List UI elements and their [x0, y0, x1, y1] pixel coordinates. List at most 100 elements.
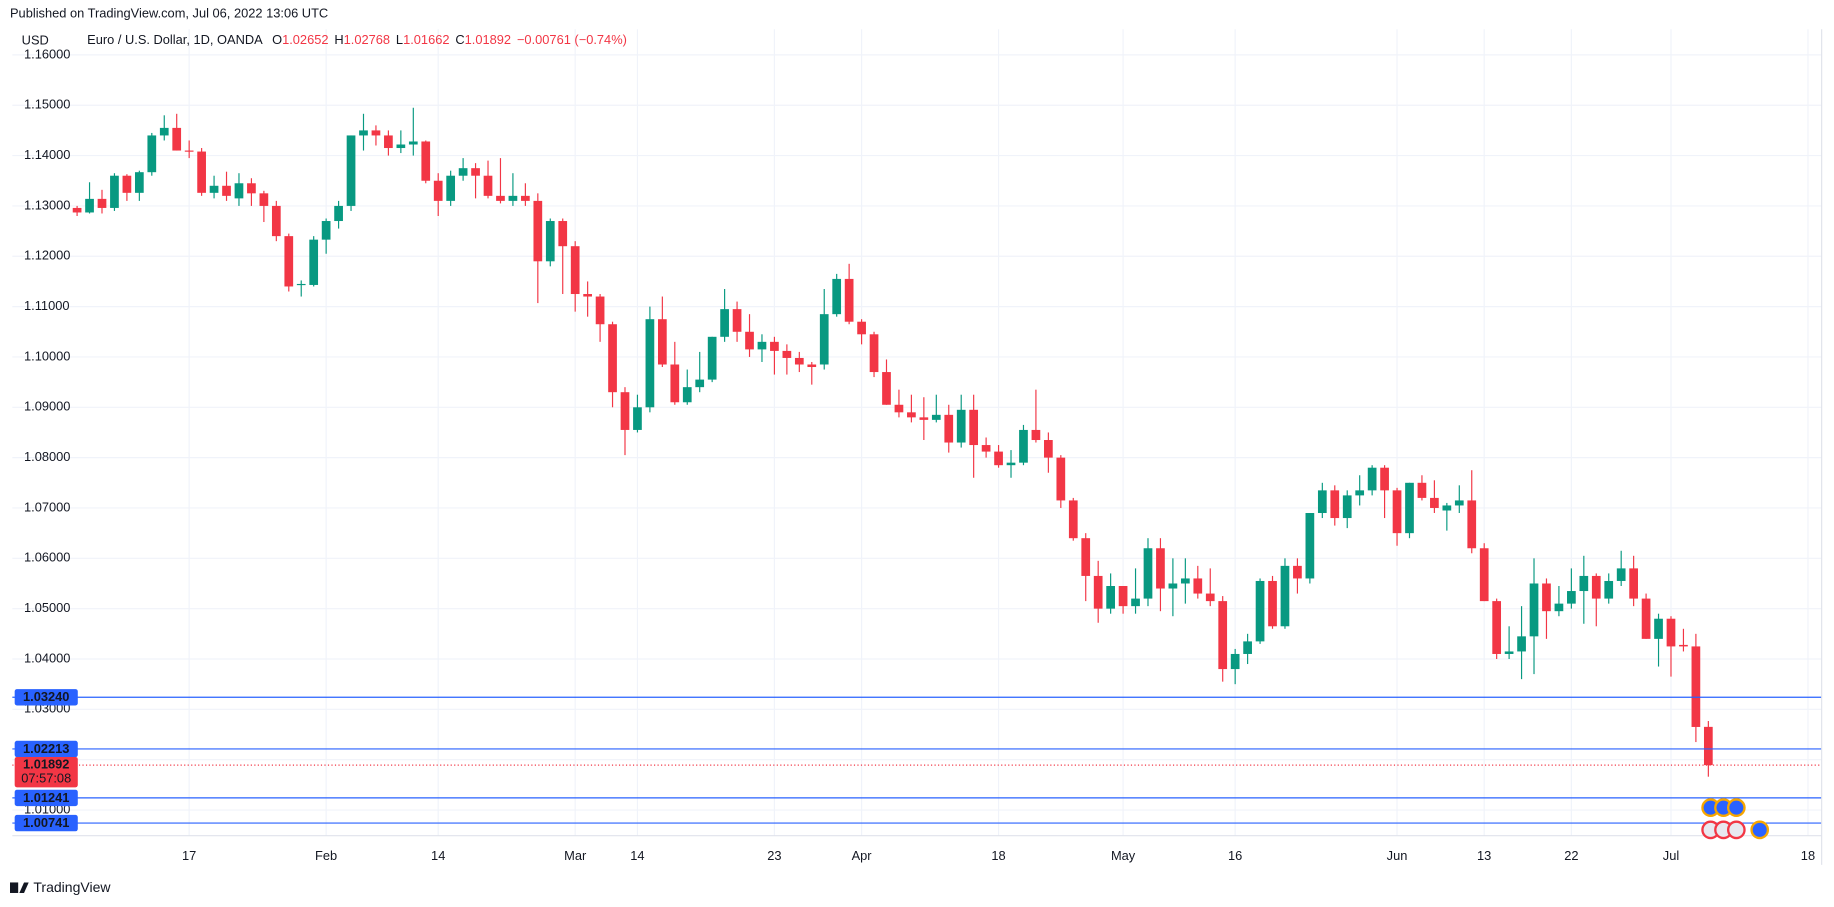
x-tick-label: 16	[1228, 848, 1242, 863]
candle-body	[533, 200, 543, 262]
candle-body	[1567, 591, 1576, 604]
candle-body	[1579, 575, 1589, 592]
candle-body	[1417, 482, 1427, 498]
y-tick-label: 1.15000	[24, 97, 70, 112]
candle-body	[433, 180, 443, 201]
candle-body	[1629, 568, 1638, 599]
candle-body	[1367, 467, 1377, 491]
legend-value: 1.02652	[282, 32, 328, 47]
candle-body	[1044, 440, 1053, 458]
x-tick-label: Mar	[564, 848, 587, 863]
candle-body	[720, 309, 729, 337]
candle-body	[1492, 601, 1502, 654]
logo-mark	[10, 882, 19, 893]
candle-body	[919, 417, 929, 420]
candle-body	[321, 221, 331, 240]
candle-body	[558, 221, 568, 247]
candle-body	[595, 296, 605, 325]
y-tick-label: 1.10000	[24, 348, 70, 363]
legend-key: H	[334, 32, 343, 47]
candle-body	[159, 127, 169, 136]
candle-body	[819, 314, 829, 365]
x-tick-label: 14	[431, 848, 445, 863]
candle-body	[944, 414, 954, 443]
candle-body	[894, 404, 904, 413]
hline-label: 1.03240	[23, 689, 69, 704]
candle-body	[359, 130, 368, 136]
y-tick-label: 1.09000	[24, 399, 70, 414]
candle-body	[981, 445, 991, 452]
candle-body	[1591, 575, 1601, 599]
y-tick-label: 1.08000	[24, 449, 70, 464]
candle-body	[1666, 618, 1676, 647]
last-price-box	[14, 756, 78, 788]
hline-label: 1.01241	[23, 790, 69, 805]
hline-label-box	[14, 814, 78, 832]
candle-body	[471, 168, 480, 176]
y-tick-label: 1.12000	[24, 248, 70, 263]
candle-body	[396, 144, 406, 149]
candle-body	[1679, 644, 1688, 647]
candle-body	[1392, 490, 1402, 534]
candle-body	[209, 185, 219, 193]
candle-body	[1255, 580, 1265, 642]
candle-body	[110, 175, 119, 208]
candle-body	[384, 135, 393, 149]
candle-body	[421, 141, 431, 181]
candle-body	[1554, 603, 1564, 612]
symbol: Euro / U.S. Dollar, 1D, OANDA	[87, 32, 263, 47]
legend-key: L	[396, 32, 403, 47]
candle-body	[645, 319, 655, 408]
legend-key: O	[272, 32, 282, 47]
candle-body	[857, 321, 866, 335]
x-tick-label: Jul	[1663, 848, 1679, 863]
candle-body	[1405, 482, 1414, 534]
candle-body	[1180, 578, 1190, 584]
candle-body	[1106, 586, 1115, 609]
candle-body	[371, 130, 381, 136]
candle-body	[1529, 583, 1539, 637]
candle-body	[85, 198, 94, 213]
x-tick-label: May	[1111, 848, 1136, 863]
candle-body	[832, 278, 842, 315]
grid: 1.010001.020001.030001.040001.050001.060…	[12, 29, 1822, 863]
x-tick-label: Feb	[315, 848, 337, 863]
candle-body	[197, 151, 206, 193]
us-event[interactable]	[1726, 820, 1746, 840]
candle-body	[1467, 500, 1477, 549]
x-tick-label: Jun	[1387, 848, 1408, 863]
candle-body	[956, 409, 966, 443]
candle-body	[1517, 636, 1526, 652]
candle-body	[1068, 500, 1078, 539]
candle-body	[1504, 651, 1514, 654]
candle-body	[1193, 578, 1203, 594]
candle-body	[122, 175, 132, 193]
candle-body	[907, 412, 916, 418]
candle-body	[296, 283, 306, 286]
candle-body	[1293, 565, 1302, 579]
candle-body	[1243, 641, 1252, 654]
candle-body	[695, 379, 705, 388]
y-tick-label: 1.05000	[24, 600, 70, 615]
eu-event[interactable]	[1726, 798, 1746, 818]
candle-body	[284, 236, 294, 287]
eu-event[interactable]	[1750, 820, 1770, 840]
symbol-legend: Euro / U.S. Dollar, 1D, OANDA O1.02652 H1.…	[87, 32, 627, 47]
candle-body	[782, 350, 792, 358]
candle-body	[483, 175, 493, 196]
candle-body	[844, 278, 854, 322]
candle-body	[1230, 653, 1240, 670]
candle-body	[1168, 583, 1178, 589]
y-tick-label: 1.06000	[24, 550, 70, 565]
candle-body	[309, 239, 319, 285]
hline-label: 1.00741	[23, 815, 69, 830]
x-tick-label: 17	[182, 848, 196, 863]
plot	[72, 107, 1713, 777]
candle-body	[770, 341, 779, 351]
candle-body	[247, 183, 256, 194]
hline-label-box	[14, 789, 78, 807]
logo-mark	[19, 882, 29, 893]
candle-body	[1454, 500, 1464, 506]
event-icons	[1701, 798, 1770, 840]
